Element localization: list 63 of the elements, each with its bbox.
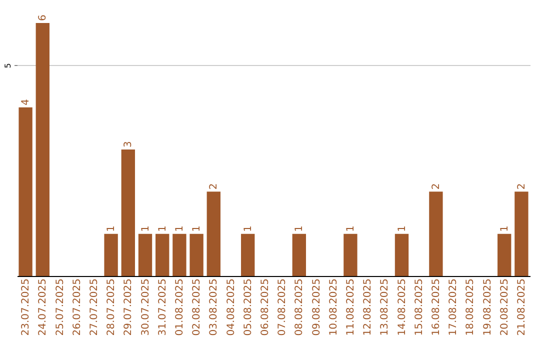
bar	[104, 234, 118, 276]
x-tick-label: 01.08.2025	[174, 278, 186, 336]
x-tick-label: 08.08.2025	[294, 278, 306, 336]
x-tick-label: 11.08.2025	[345, 278, 356, 336]
x-tick-label: 28.07.2025	[106, 278, 118, 336]
data-label: 2	[208, 183, 220, 190]
x-tick-label: 16.08.2025	[430, 278, 442, 336]
bar	[138, 234, 152, 276]
bar	[206, 192, 220, 276]
bar	[498, 234, 512, 276]
x-tick-label: 23.07.2025	[20, 278, 32, 336]
x-tick-label: 26.07.2025	[72, 278, 83, 336]
data-label: 1	[140, 225, 152, 232]
x-tick-label: 04.08.2025	[226, 278, 237, 336]
data-label: 6	[38, 14, 49, 21]
x-tick-label: 31.07.2025	[157, 278, 168, 336]
data-label: 3	[123, 141, 134, 148]
bar	[241, 234, 255, 276]
x-tick-label: 10.08.2025	[328, 278, 340, 336]
x-tick-label: 17.08.2025	[448, 278, 460, 336]
bar	[429, 192, 443, 276]
x-tick-label: 06.08.2025	[260, 278, 271, 336]
data-label: 1	[106, 225, 118, 232]
x-tick-label: 18.08.2025	[465, 278, 476, 336]
x-tick-label: 02.08.2025	[192, 278, 203, 336]
x-tick-label: 24.07.2025	[38, 278, 49, 336]
bar	[292, 234, 306, 276]
data-label: 1	[396, 225, 408, 232]
x-tick-label: 03.08.2025	[208, 278, 220, 336]
bar	[394, 234, 409, 276]
bar	[514, 192, 528, 276]
data-label: 1	[499, 225, 510, 232]
data-label: 1	[192, 225, 203, 232]
bar	[156, 234, 170, 276]
data-label: 2	[516, 183, 528, 190]
data-label: 1	[294, 225, 306, 232]
x-tick-label: 19.08.2025	[482, 278, 494, 336]
data-label: 1	[242, 225, 254, 232]
data-label: 1	[174, 225, 186, 232]
bar	[121, 150, 135, 276]
x-tick-label: 30.07.2025	[140, 278, 152, 336]
x-tick-label: 25.07.2025	[54, 278, 66, 336]
bar	[344, 234, 358, 276]
data-label: 1	[157, 225, 168, 232]
x-tick-label: 15.08.2025	[414, 278, 425, 336]
x-tick-label: 05.08.2025	[242, 278, 254, 336]
data-label: 2	[430, 183, 442, 190]
data-label: 4	[20, 98, 32, 106]
bar	[172, 234, 186, 276]
x-tick-label: 07.08.2025	[277, 278, 288, 336]
bar	[36, 23, 50, 276]
x-tick-label: 21.08.2025	[516, 278, 528, 336]
x-tick-label: 27.07.2025	[88, 278, 100, 336]
data-label: 1	[345, 225, 356, 232]
x-tick-label: 20.08.2025	[499, 278, 510, 336]
x-tick-label: 09.08.2025	[311, 278, 322, 336]
x-tick-label: 13.08.2025	[380, 278, 391, 336]
y-tick-label: 5	[4, 63, 12, 68]
bar	[190, 234, 204, 276]
x-tick-label: 12.08.2025	[362, 278, 374, 336]
bar	[18, 107, 32, 276]
x-tick-label: 29.07.2025	[123, 278, 134, 336]
x-tick-label: 14.08.2025	[396, 278, 408, 336]
